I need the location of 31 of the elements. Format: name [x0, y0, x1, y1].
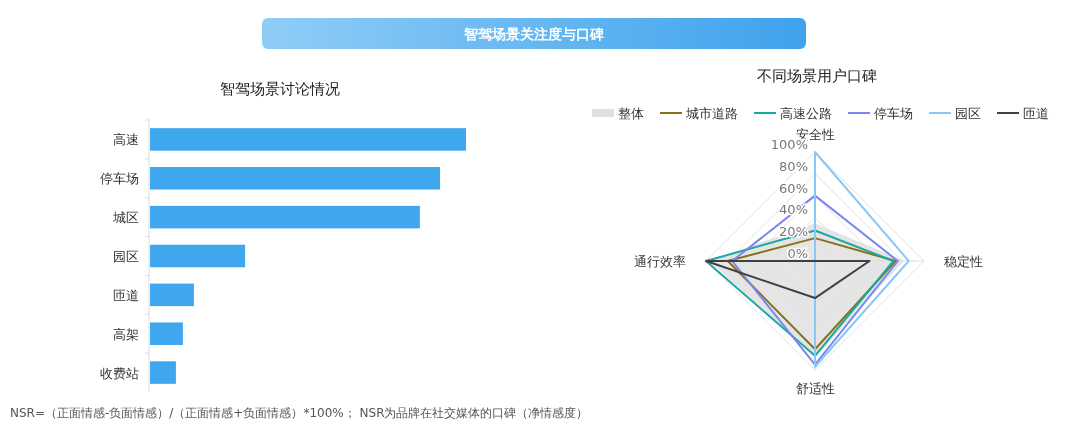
y-tick-label: 80% — [779, 158, 808, 174]
bar — [150, 167, 441, 190]
chart-title: 智驾场景讨论情况 — [220, 80, 340, 98]
chart-title: 不同场景用户口碑 — [757, 67, 877, 85]
legend-label: 园区 — [955, 106, 981, 121]
spoke-label: 通行效率 — [634, 254, 687, 269]
legend-label: 停车场 — [874, 106, 913, 121]
y-tick-label: 园区 — [113, 249, 139, 264]
y-tick-label: 高架 — [113, 326, 139, 342]
y-tick-label: 0% — [787, 246, 808, 261]
y-tick-label: 收费站 — [100, 365, 139, 381]
bar — [150, 128, 466, 151]
legend-label: 城市道路 — [685, 106, 738, 121]
y-tick-label: 停车场 — [100, 171, 139, 187]
text: 智驾场景关注度与口碑 — [463, 26, 604, 42]
bar — [150, 205, 420, 229]
bar — [150, 283, 194, 307]
y-tick-label: 高速 — [113, 132, 139, 148]
y-tick-label: 城区 — [112, 210, 139, 226]
spoke-label: 舒适性 — [795, 380, 835, 396]
bar — [150, 244, 246, 268]
legend-label: 高速公路 — [780, 106, 832, 121]
bar — [150, 322, 183, 345]
y-tick-label: 20% — [779, 224, 808, 240]
y-tick-label: 匝道 — [113, 287, 139, 303]
legend-label: 整体 — [618, 106, 644, 121]
legend-label: 匝道 — [1023, 106, 1049, 121]
spoke-label: 稳定性 — [943, 254, 983, 269]
text: NSR=（正面情感-负面情感）/（正面情感+负面情感）*100%； NSR为品牌在社交媒体的口碑（净情感度） — [10, 406, 589, 420]
y-tick-label: 60% — [779, 180, 808, 196]
bar — [150, 361, 176, 384]
